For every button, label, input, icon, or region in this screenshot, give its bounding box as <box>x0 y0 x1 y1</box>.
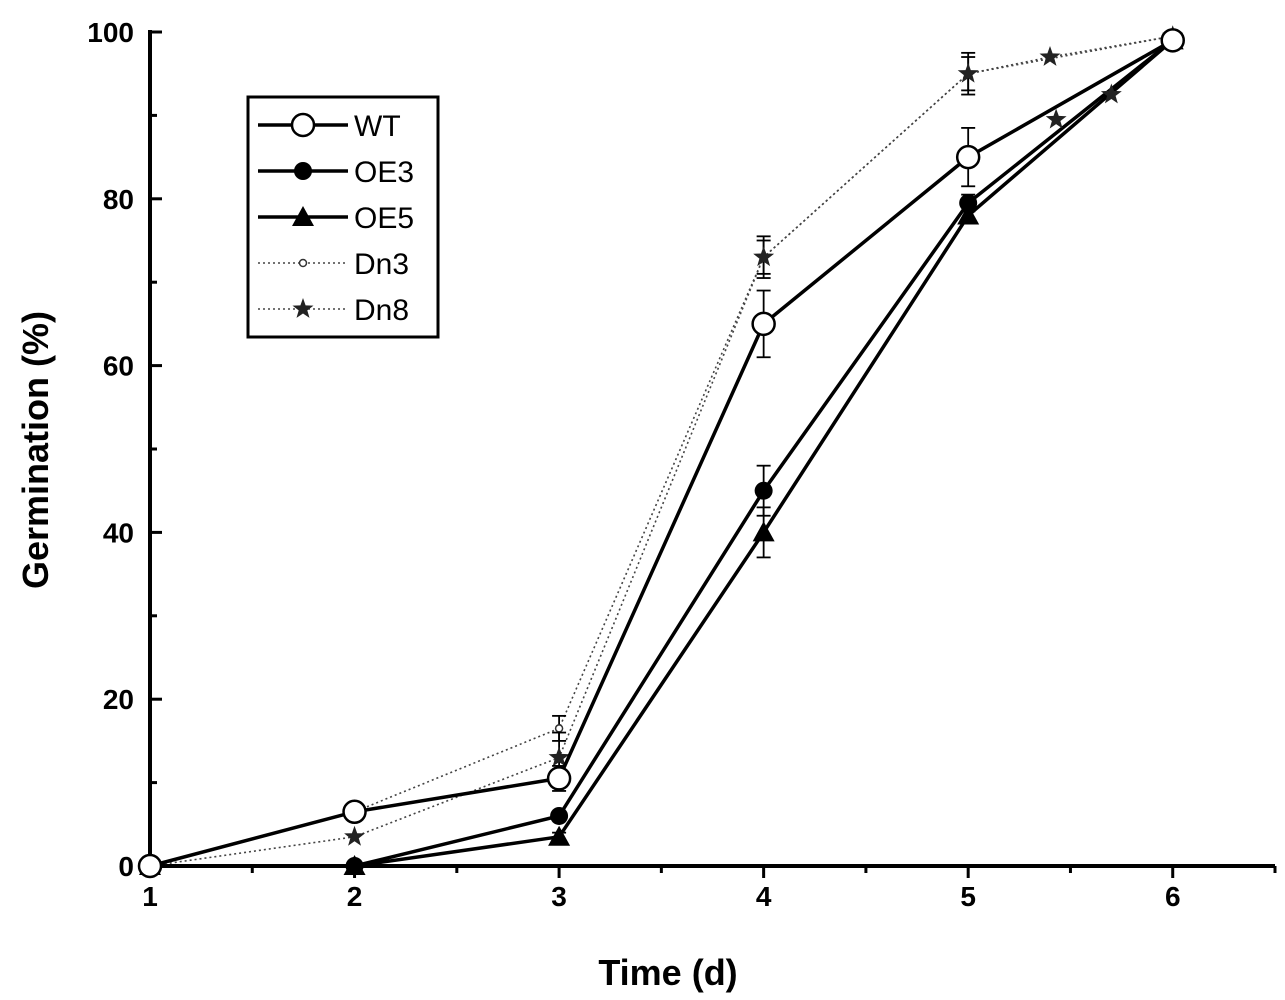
x-tick-label: 1 <box>142 881 158 912</box>
point-wt <box>1160 28 1185 53</box>
point-dn8 <box>1045 108 1067 129</box>
point-wt <box>546 766 572 791</box>
point-oe3 <box>550 806 569 825</box>
point-dn8 <box>753 246 775 267</box>
y-tick-label: 80 <box>103 184 134 215</box>
x-tick-label: 6 <box>1165 881 1181 912</box>
legend-label-wt: WT <box>354 110 401 143</box>
point-dn8 <box>344 825 365 846</box>
point-dn8 <box>548 746 570 767</box>
y-tick-label: 0 <box>118 851 134 882</box>
point-oe3 <box>754 481 773 500</box>
x-tick-label: 4 <box>756 881 772 912</box>
x-tick-label: 5 <box>960 881 976 912</box>
point-oe3 <box>959 193 978 212</box>
point-wt <box>955 144 981 170</box>
point-oe3 <box>345 857 364 875</box>
series-wt <box>137 28 1185 879</box>
point-dn8 <box>957 62 979 83</box>
extra-marks-dn8 <box>1045 83 1122 129</box>
x-tick-label: 3 <box>551 881 567 912</box>
y-axis-title: Germination (%) <box>15 311 56 589</box>
series-layer <box>137 25 1185 879</box>
legend-label-oe5: OE5 <box>354 202 414 235</box>
point-dn8 <box>1039 46 1061 66</box>
y-tick-label: 100 <box>87 17 134 48</box>
point-wt <box>342 799 367 825</box>
legend-label-dn8: Dn8 <box>354 294 409 327</box>
y-tick-label: 20 <box>103 684 134 715</box>
x-tick-label: 2 <box>347 881 363 912</box>
legend-label-dn3: Dn3 <box>354 248 409 281</box>
point-oe5 <box>957 204 980 225</box>
series-line-wt <box>149 38 1174 868</box>
point-dn8 <box>1100 83 1122 104</box>
legend-label-oe3: OE3 <box>354 156 414 189</box>
point-wt <box>751 311 776 337</box>
point-dn3 <box>554 724 564 733</box>
legend-marker-wt <box>290 112 316 138</box>
y-tick-label: 60 <box>103 351 134 382</box>
legend-marker-oe5 <box>292 206 314 226</box>
legend-marker-dn3 <box>298 258 308 268</box>
legend-marker-oe3 <box>294 162 312 180</box>
point-oe5 <box>548 825 571 846</box>
point-oe5 <box>752 521 775 542</box>
legend-marker-dn8 <box>292 298 314 318</box>
y-tick-label: 40 <box>103 517 134 548</box>
legend: WT OE3 OE5 Dn3 Dn8 <box>246 95 440 339</box>
point-wt <box>137 853 163 879</box>
series-line-oe3 <box>150 38 1174 868</box>
x-axis-title: Time (d) <box>598 952 737 993</box>
